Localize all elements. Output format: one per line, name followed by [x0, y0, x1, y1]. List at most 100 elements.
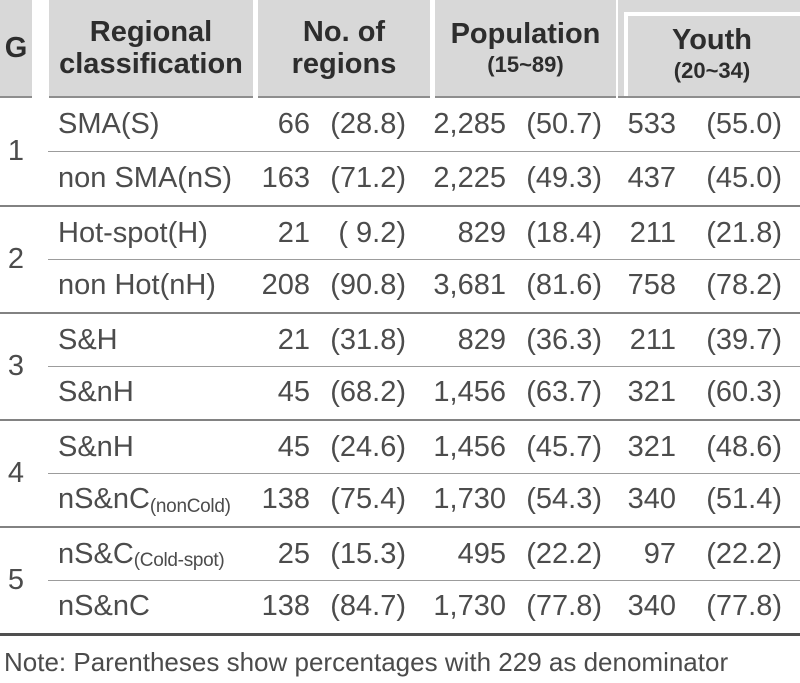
classification-label: nS&nC: [58, 590, 150, 623]
regions-count-cell: 21: [277, 323, 310, 356]
classification-cell: Hot-spot(H): [48, 207, 258, 260]
youth-pct-cell: (60.3): [706, 376, 782, 409]
header-sublabel-youth-range: (20~34): [673, 58, 751, 84]
classification-label: nS&nC: [58, 483, 150, 516]
youth-pct-cell: (21.8): [706, 216, 782, 249]
classification-label: non Hot(nH): [58, 269, 216, 302]
regions-count-cell: 45: [277, 430, 310, 463]
group-id-cell: 3: [7, 350, 25, 382]
youth-pct-cell: (77.8): [706, 590, 782, 623]
population-pct-cell: (54.3): [526, 483, 602, 516]
population-pct-cell: (77.8): [526, 590, 602, 623]
header-cell-youth: Youth (20~34): [618, 0, 800, 98]
header-cell-population: Population (15~89): [435, 0, 616, 98]
regions-count-cell: 138: [261, 590, 310, 623]
classification-label: SMA(S): [58, 108, 160, 141]
table-group-3: 3 S&H 21 (31.8) 829 (36.3) 211 (39.7) S&…: [0, 312, 800, 419]
group-id-cell: 1: [7, 135, 25, 167]
regions-pct-cell: (75.4): [330, 483, 406, 516]
classification-cell: nS&nC (nonCold): [48, 474, 258, 527]
population-pct-cell: (50.7): [526, 108, 602, 141]
youth-count-cell: 437: [627, 161, 676, 194]
group-id-cell: 2: [7, 243, 25, 275]
population-pct-cell: (45.7): [526, 430, 602, 463]
classification-label: S&nH: [58, 430, 134, 463]
regions-pct-cell: (71.2): [330, 161, 406, 194]
header-label-population: Population: [450, 17, 601, 50]
population-count-cell: 3,681: [433, 269, 506, 302]
youth-pct-cell: (78.2): [706, 269, 782, 302]
classification-label: S&nH: [58, 376, 134, 409]
header-label-g: G: [4, 31, 28, 64]
regions-count-cell: 163: [261, 161, 310, 194]
youth-header-text: Youth (20~34): [624, 12, 800, 96]
classification-cell: S&nH: [48, 367, 258, 420]
header-sublabel-population-range: (15~89): [487, 52, 564, 78]
population-count-cell: 495: [457, 537, 506, 570]
youth-count-cell: 340: [627, 483, 676, 516]
youth-pct-cell: (55.0): [706, 108, 782, 141]
classification-cell: non Hot(nH): [48, 260, 258, 313]
population-pct-cell: (36.3): [526, 323, 602, 356]
header-cell-no-of-regions: No. of regions: [258, 0, 430, 98]
row-divider: [48, 365, 800, 367]
table-group-1: 1 SMA(S) 66 (28.8) 2,285 (50.7) 533 (55.…: [0, 98, 800, 205]
population-pct-cell: (22.2): [526, 537, 602, 570]
classification-sublabel: (nonCold): [149, 495, 231, 517]
classification-label: non SMA(nS): [58, 161, 233, 194]
header-label-regions: No. of regions: [291, 15, 397, 80]
table-body: 1 SMA(S) 66 (28.8) 2,285 (50.7) 533 (55.…: [0, 98, 800, 633]
table-group-4: 4 S&nH 45 (24.6) 1,456 (45.7) 321 (48.6)…: [0, 419, 800, 526]
regions-pct-cell: ( 9.2): [338, 216, 406, 249]
youth-count-cell: 321: [627, 430, 676, 463]
population-count-cell: 1,730: [433, 590, 506, 623]
group-id-cell: 5: [7, 564, 25, 596]
classification-label: S&H: [58, 323, 118, 356]
youth-count-cell: 758: [627, 269, 676, 302]
regions-pct-cell: (15.3): [330, 537, 406, 570]
classification-cell: SMA(S): [48, 98, 258, 152]
row-divider: [48, 150, 800, 152]
regions-count-cell: 66: [277, 108, 310, 141]
youth-pct-cell: (51.4): [706, 483, 782, 516]
population-count-cell: 2,225: [433, 161, 506, 194]
population-count-cell: 829: [457, 216, 506, 249]
table-header-row: G Regional classification No. of regions…: [0, 0, 800, 98]
regions-count-cell: 21: [277, 216, 310, 249]
population-pct-cell: (49.3): [526, 161, 602, 194]
classification-label: Hot-spot(H): [58, 216, 208, 249]
table-group-5: 5 nS&C (Cold-spot) 25 (15.3) 495 (22.2) 9…: [0, 526, 800, 633]
population-count-cell: 1,730: [433, 483, 506, 516]
header-cell-group: G: [0, 0, 32, 98]
classification-cell: S&nH: [48, 421, 258, 474]
population-pct-cell: (81.6): [526, 269, 602, 302]
classification-cell: S&H: [48, 314, 258, 367]
youth-count-cell: 211: [629, 323, 676, 356]
youth-pct-cell: (39.7): [706, 323, 782, 356]
youth-pct-cell: (45.0): [706, 161, 782, 194]
regions-count-cell: 45: [277, 376, 310, 409]
regions-count-cell: 138: [261, 483, 310, 516]
youth-count-cell: 97: [643, 537, 676, 570]
regions-pct-cell: (31.8): [330, 323, 406, 356]
regions-count-cell: 25: [277, 537, 310, 570]
population-count-cell: 2,285: [433, 108, 506, 141]
classification-cell: non SMA(nS): [48, 152, 258, 206]
regions-pct-cell: (84.7): [330, 590, 406, 623]
youth-count-cell: 321: [627, 376, 676, 409]
youth-pct-cell: (22.2): [706, 537, 782, 570]
classification-cell: nS&nC: [48, 581, 258, 634]
youth-count-cell: 533: [627, 108, 676, 141]
classification-sublabel: (Cold-spot): [133, 550, 225, 572]
youth-count-cell: 340: [627, 590, 676, 623]
regions-pct-cell: (90.8): [330, 269, 406, 302]
header-label-regional: Regional classification: [59, 15, 243, 80]
row-divider: [48, 579, 800, 581]
row-divider: [48, 472, 800, 474]
youth-count-cell: 211: [629, 216, 676, 249]
regions-pct-cell: (68.2): [330, 376, 406, 409]
header-cell-regional-classification: Regional classification: [49, 0, 253, 98]
row-divider: [48, 258, 800, 260]
table-bottom-rule: [0, 633, 800, 636]
